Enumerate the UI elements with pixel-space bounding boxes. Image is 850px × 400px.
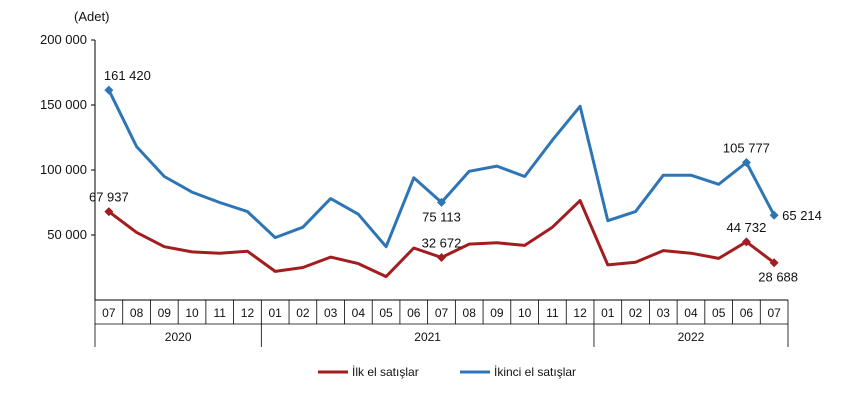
data-label: 161 420	[104, 68, 151, 83]
x-tick-label: 07	[102, 306, 116, 320]
y-tick-label: 50 000	[47, 227, 87, 242]
data-point-marker	[104, 85, 114, 95]
x-tick-label: 10	[185, 306, 199, 320]
x-tick-label: 08	[130, 306, 144, 320]
x-tick-label: 07	[435, 306, 449, 320]
data-label: 65 214	[782, 208, 822, 223]
x-tick-label: 02	[296, 306, 310, 320]
x-tick-label: 12	[241, 306, 255, 320]
x-tick-label: 07	[767, 306, 781, 320]
data-point-marker	[437, 253, 446, 263]
data-point-marker	[769, 210, 779, 220]
data-label: 75 113	[422, 209, 461, 224]
legend: İlk el satışlar İkinci el satışlar	[318, 365, 576, 379]
data-point-marker	[769, 258, 779, 268]
y-tick-label: 100 000	[40, 162, 87, 177]
legend-label-2: İkinci el satışlar	[494, 365, 576, 379]
x-tick-label: 10	[518, 306, 532, 320]
x-tick-label: 09	[490, 306, 504, 320]
x-tick-label: 12	[573, 306, 587, 320]
series-layer: 67 937 32 672 44 732 28 688 161 420 75 113 105…	[89, 68, 822, 285]
x-tick-label: 06	[407, 306, 421, 320]
x-tick-label: 04	[352, 306, 366, 320]
data-label: 44 732	[727, 220, 767, 235]
data-point-marker	[741, 157, 751, 167]
data-point-marker	[437, 197, 446, 207]
year-label: 2020	[165, 330, 192, 344]
x-tick-label: 01	[601, 306, 615, 320]
data-label: 32 672	[422, 236, 462, 251]
y-tick-label: 200 000	[40, 32, 87, 47]
data-point-marker	[741, 237, 751, 247]
x-tick-label: 05	[712, 306, 726, 320]
x-tick-label: 02	[629, 306, 643, 320]
x-tick-label: 11	[214, 306, 227, 320]
data-point-marker	[104, 207, 114, 217]
x-tick-label: 09	[158, 306, 172, 320]
x-tick-label: 06	[740, 306, 754, 320]
x-tick-label: 03	[657, 306, 671, 320]
year-label: 2022	[678, 330, 705, 344]
x-tick-label: 11	[546, 306, 559, 320]
x-tick-label: 08	[463, 306, 477, 320]
data-label: 105 777	[723, 140, 770, 155]
data-label: 67 937	[89, 190, 129, 205]
data-label: 28 688	[758, 270, 798, 285]
x-tick-label: 04	[684, 306, 698, 320]
x-tick-label: 03	[324, 306, 338, 320]
y-axis: 50 000 100 000 150 000 200 000	[40, 32, 96, 300]
legend-label-1: İlk el satışlar	[352, 365, 419, 379]
x-tick-label: 05	[379, 306, 393, 320]
unit-label: (Adet)	[74, 9, 109, 24]
x-axis: 07 08 09 10 11 12 01 02 03 04 05 06 07 08 09 10 11 12 01 02…	[94, 299, 789, 347]
y-tick-label: 150 000	[40, 97, 87, 112]
year-label: 2021	[414, 330, 441, 344]
x-tick-label: 01	[269, 306, 283, 320]
